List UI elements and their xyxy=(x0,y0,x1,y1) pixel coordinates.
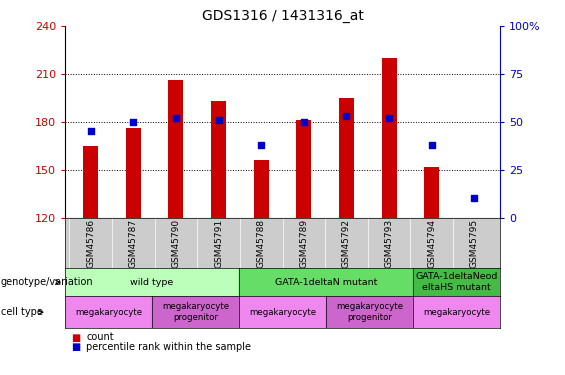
Text: megakaryocyte: megakaryocyte xyxy=(423,308,490,316)
Text: GATA-1deltaNeod
eltaHS mutant: GATA-1deltaNeod eltaHS mutant xyxy=(415,273,498,292)
Text: GSM45786: GSM45786 xyxy=(86,219,95,268)
Text: cell type: cell type xyxy=(1,307,42,317)
Bar xyxy=(83,146,98,218)
Text: GSM45791: GSM45791 xyxy=(214,219,223,268)
Text: megakaryocyte
progenitor: megakaryocyte progenitor xyxy=(336,303,403,322)
Text: GSM45790: GSM45790 xyxy=(171,219,180,268)
Bar xyxy=(382,58,397,217)
Point xyxy=(86,128,95,135)
Point xyxy=(257,142,266,148)
Point xyxy=(171,115,180,121)
Bar xyxy=(413,268,500,296)
Text: ■: ■ xyxy=(71,342,80,352)
Bar xyxy=(239,268,413,296)
Text: count: count xyxy=(86,333,114,342)
Text: GSM45795: GSM45795 xyxy=(470,219,479,268)
Text: percentile rank within the sample: percentile rank within the sample xyxy=(86,342,251,352)
Point xyxy=(299,119,308,125)
Text: GDS1316 / 1431316_at: GDS1316 / 1431316_at xyxy=(202,9,363,23)
Point xyxy=(214,117,223,123)
Text: GSM45787: GSM45787 xyxy=(129,219,138,268)
Bar xyxy=(65,268,239,296)
Text: GSM45794: GSM45794 xyxy=(427,219,436,268)
Point xyxy=(342,113,351,119)
Bar xyxy=(254,160,268,218)
Bar xyxy=(239,296,326,328)
Bar xyxy=(152,296,239,328)
Text: megakaryocyte: megakaryocyte xyxy=(249,308,316,316)
Text: megakaryocyte: megakaryocyte xyxy=(75,308,142,316)
Bar xyxy=(211,101,226,217)
Text: GSM45793: GSM45793 xyxy=(385,219,394,268)
Text: genotype/variation: genotype/variation xyxy=(1,277,93,287)
Bar xyxy=(168,81,183,218)
Bar xyxy=(297,120,311,218)
Bar xyxy=(413,296,500,328)
Bar xyxy=(65,296,152,328)
Bar xyxy=(339,98,354,218)
Point xyxy=(470,195,479,201)
Text: megakaryocyte
progenitor: megakaryocyte progenitor xyxy=(162,303,229,322)
Text: GSM45792: GSM45792 xyxy=(342,219,351,268)
Text: wild type: wild type xyxy=(131,278,173,287)
Text: ■: ■ xyxy=(71,333,80,342)
Text: GSM45788: GSM45788 xyxy=(257,219,266,268)
Point xyxy=(129,119,138,125)
Bar xyxy=(126,128,141,217)
Point xyxy=(385,115,394,121)
Bar xyxy=(424,166,439,218)
Text: GSM45789: GSM45789 xyxy=(299,219,308,268)
Text: GATA-1deltaN mutant: GATA-1deltaN mutant xyxy=(275,278,377,287)
Point xyxy=(427,142,436,148)
Bar xyxy=(326,296,413,328)
